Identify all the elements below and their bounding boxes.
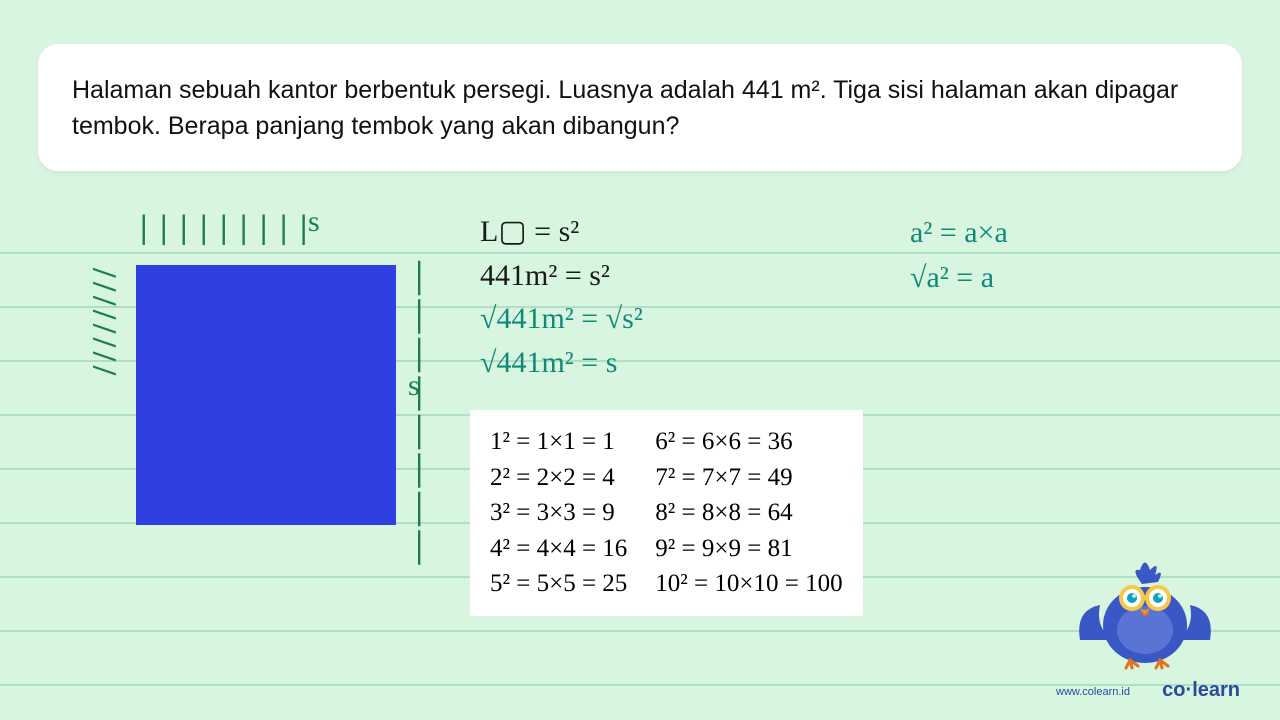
sq-row: 1² = 1×1 = 1 bbox=[490, 424, 627, 460]
formula-line-3: √441m² = √s² bbox=[480, 297, 643, 341]
side-note: a² = a×a √a² = a bbox=[910, 210, 1008, 300]
sq-row: 10² = 10×10 = 100 bbox=[655, 566, 842, 602]
sq-row: 4² = 4×4 = 16 bbox=[490, 531, 627, 567]
side-note-line-2: √a² = a bbox=[910, 255, 1008, 300]
hatch-right: — — — — — — — — bbox=[406, 261, 437, 563]
mascot-icon bbox=[1070, 550, 1220, 670]
sq-row: 5² = 5×5 = 25 bbox=[490, 566, 627, 602]
brand-logo: co·learn bbox=[1162, 679, 1240, 702]
sq-row: 9² = 9×9 = 81 bbox=[655, 531, 842, 567]
square-diagram: | | | | | | | | | s / / / / / / / / — — … bbox=[90, 215, 460, 545]
formula-line-2: 441m² = s² bbox=[480, 254, 643, 298]
question-text: Halaman sebuah kantor berbentuk persegi.… bbox=[72, 76, 1178, 140]
squares-col-1: 1² = 1×1 = 1 2² = 2×2 = 4 3² = 3×3 = 9 4… bbox=[490, 424, 627, 602]
formula-line-4: √441m² = s bbox=[480, 341, 643, 385]
s-label-top: s bbox=[308, 205, 320, 239]
formula-line-1: L▢ = s² bbox=[480, 210, 643, 254]
brand-post: learn bbox=[1192, 679, 1240, 701]
brand-url: www.colearn.id bbox=[1056, 686, 1130, 698]
side-note-line-1: a² = a×a bbox=[910, 210, 1008, 255]
sq-row: 2² = 2×2 = 4 bbox=[490, 460, 627, 496]
formula-block: L▢ = s² 441m² = s² √441m² = √s² √441m² =… bbox=[480, 210, 643, 384]
hatch-left: / / / / / / / / bbox=[90, 270, 121, 375]
squares-table: 1² = 1×1 = 1 2² = 2×2 = 4 3² = 3×3 = 9 4… bbox=[470, 410, 863, 616]
sq-row: 7² = 7×7 = 49 bbox=[655, 460, 842, 496]
s-label-right: s bbox=[408, 369, 420, 403]
squares-col-2: 6² = 6×6 = 36 7² = 7×7 = 49 8² = 8×8 = 6… bbox=[655, 424, 842, 602]
blue-square bbox=[136, 265, 396, 525]
sq-row: 3² = 3×3 = 9 bbox=[490, 495, 627, 531]
sq-row: 8² = 8×8 = 64 bbox=[655, 495, 842, 531]
sq-row: 6² = 6×6 = 36 bbox=[655, 424, 842, 460]
question-card: Halaman sebuah kantor berbentuk persegi.… bbox=[38, 44, 1242, 171]
hatch-top: | | | | | | | | | bbox=[140, 209, 309, 247]
brand-pre: co bbox=[1162, 679, 1185, 701]
